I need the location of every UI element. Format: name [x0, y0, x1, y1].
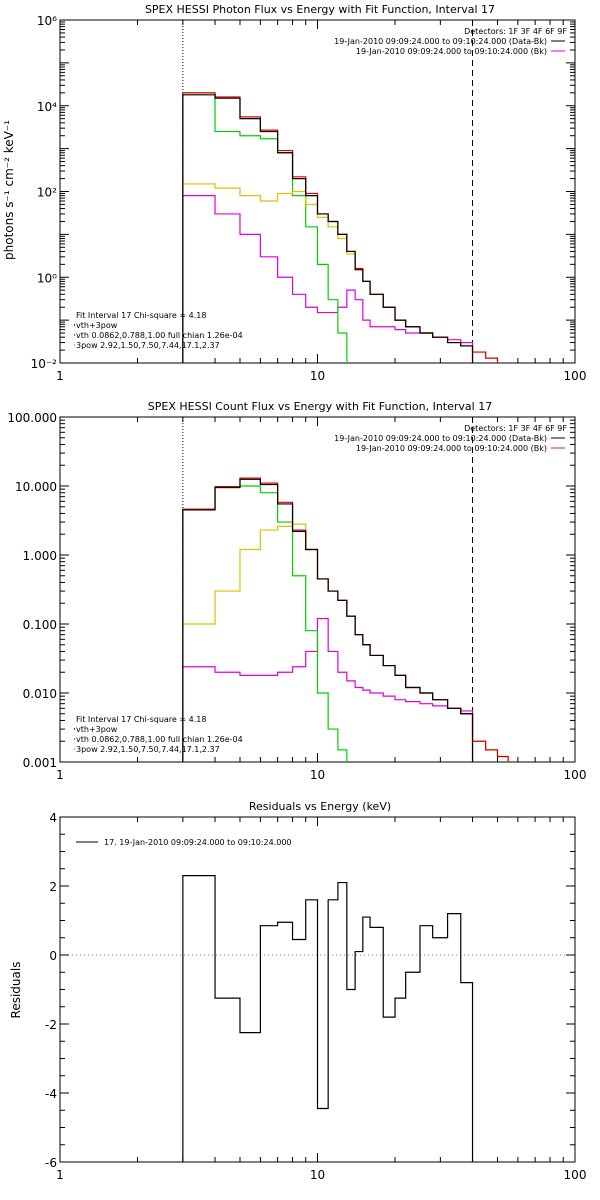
data-bk-legend-label: 19-Jan-2010 09:09:24.000 to 09:10:24.000… — [334, 434, 547, 443]
legend-label: 3pow 2.92,1.50,7.50,7.44,17.1,2.37 — [76, 341, 220, 350]
series-17-line — [182, 875, 474, 1162]
x-tick-label: 1 — [56, 1168, 64, 1182]
x-tick-label: 1 — [56, 369, 64, 383]
detectors-label: Detectors: 1F 3F 4F 6F 9F — [464, 424, 567, 433]
y-tick-label: 4 — [49, 811, 57, 825]
legend-label: 17. 19-Jan-2010 09:09:24.000 to 09:10:24… — [104, 838, 292, 847]
y-tick-label: 10² — [37, 186, 57, 200]
y-tick-label: 0.001 — [23, 756, 57, 770]
series-data-bk-line — [182, 94, 474, 363]
fit-interval-label: Fit Interval 17 Chi-square = 4.18 — [76, 311, 206, 320]
photon-flux-title: SPEX HESSI Photon Flux vs Energy with Fi… — [145, 3, 495, 16]
y-tick-label: 10⁰ — [37, 271, 57, 285]
residuals-y-axis-label: Residuals — [9, 962, 23, 1019]
x-tick-label: 10 — [310, 768, 325, 782]
bk-legend-label: 19-Jan-2010 09:09:24.000 to 09:10:24.000… — [356, 47, 547, 56]
y-tick-label: 2 — [49, 880, 57, 894]
residuals-panel: Residuals vs Energy (keV) Residuals 1 10 1… — [9, 800, 586, 1182]
fit-interval-label: Fit Interval 17 Chi-square = 4.18 — [76, 715, 206, 724]
y-tick-label: -2 — [45, 1018, 57, 1032]
legend-label: vth 0.0862,0.788,1.00 full chian 1.26e-0… — [76, 331, 243, 340]
x-tick-label: 100 — [564, 768, 587, 782]
residuals-title: Residuals vs Energy (keV) — [249, 800, 391, 813]
legend-label: vth+3pow — [76, 321, 118, 330]
x-tick-label: 10 — [310, 369, 325, 383]
photon-flux-y-axis-label: photons s⁻¹ cm⁻² keV⁻¹ — [2, 120, 16, 260]
count-flux-title: SPEX HESSI Count Flux vs Energy with Fit… — [148, 400, 492, 413]
x-tick-label: 1 — [56, 768, 64, 782]
data-bk-legend-label: 19-Jan-2010 09:09:24.000 to 09:10:24.000… — [334, 37, 547, 46]
bk-legend-label: 19-Jan-2010 09:09:24.000 to 09:10:24.000… — [356, 444, 547, 453]
y-tick-label: 10⁻² — [31, 357, 58, 371]
legend-label: vth 0.0862,0.788,1.00 full chian 1.26e-0… — [76, 735, 243, 744]
x-tick-label: 100 — [564, 1168, 587, 1182]
y-tick-label: 0.100 — [23, 618, 57, 632]
series-bk-line — [182, 617, 474, 762]
y-tick-label: 100.000 — [7, 411, 57, 425]
series-vth-line — [182, 92, 348, 363]
y-tick-label: 1.000 — [23, 549, 57, 563]
y-tick-label: 10⁴ — [37, 100, 57, 114]
y-tick-label: -4 — [45, 1087, 57, 1101]
photon-flux-panel: SPEX HESSI Photon Flux vs Energy with Fi… — [2, 3, 586, 383]
y-tick-label: 10⁶ — [37, 14, 57, 28]
legend-label: 3pow 2.92,1.50,7.50,7.44,17.1,2.37 — [76, 745, 220, 754]
series-data-bk-line — [182, 478, 474, 762]
x-tick-label: 100 — [564, 369, 587, 383]
x-tick-label: 10 — [310, 1168, 325, 1182]
y-tick-label: 10.000 — [15, 480, 57, 494]
y-tick-label: 0.010 — [23, 687, 57, 701]
legend-label: vth+3pow — [76, 725, 118, 734]
detectors-label: Detectors: 1F 3F 4F 6F 9F — [464, 27, 567, 36]
y-tick-label: -6 — [45, 1156, 57, 1170]
count-flux-panel: SPEX HESSI Count Flux vs Energy with Fit… — [7, 400, 586, 782]
y-tick-label: 0 — [49, 949, 57, 963]
